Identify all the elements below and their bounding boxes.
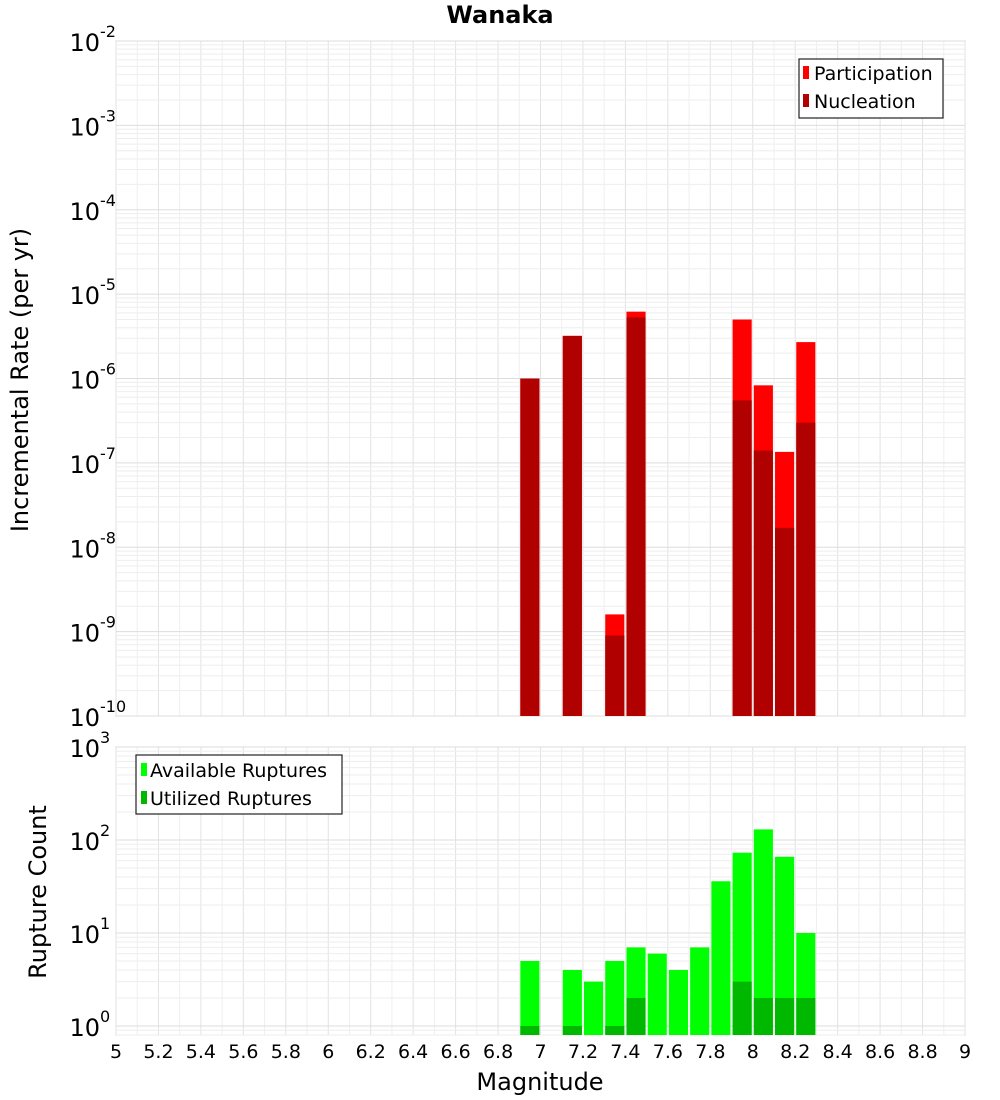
legend-label-nucleation: Nucleation: [814, 91, 916, 113]
x-tick-label: 8.2: [780, 1041, 810, 1063]
x-tick-label: 8.8: [907, 1041, 937, 1063]
rate-y-tick-base: 10: [69, 29, 100, 57]
x-tick-label: 9: [959, 1041, 971, 1063]
x-axis-label: Magnitude: [476, 1068, 603, 1096]
count-bar-utilized-ruptures: [562, 1025, 582, 1035]
count-bar-available-ruptures: [690, 947, 710, 1035]
x-tick-label: 5.4: [186, 1041, 216, 1063]
rate-panel: 10-210-310-410-510-610-710-810-910-10 In…: [6, 22, 966, 732]
rate-bar-nucleation: [605, 635, 625, 716]
rate-y-tick-base: 10: [69, 198, 100, 226]
rate-bar-nucleation: [732, 400, 752, 716]
count-bar-available-ruptures: [711, 881, 731, 1035]
rate-bar-nucleation: [775, 527, 795, 716]
x-tick-label: 7.2: [568, 1041, 598, 1063]
rate-y-tick-exponent: -5: [100, 275, 116, 294]
count-y-axis-label: Rupture Count: [24, 805, 52, 979]
rate-y-tick-exponent: -3: [100, 106, 116, 125]
count-bar-available-ruptures: [584, 981, 604, 1035]
count-bar-utilized-ruptures: [775, 997, 795, 1035]
legend-swatch-available: [141, 763, 147, 776]
x-tick-label: 5.2: [143, 1041, 173, 1063]
count-bar-available-ruptures: [775, 856, 795, 1035]
x-tick-label: 7.8: [695, 1041, 725, 1063]
count-bar-utilized-ruptures: [605, 1025, 625, 1035]
count-y-tick-exponent: 3: [100, 728, 110, 747]
x-tick-label: 6.4: [398, 1041, 428, 1063]
rate-y-tick-base: 10: [69, 113, 100, 141]
x-tick-label: 6.8: [483, 1041, 513, 1063]
rate-y-tick-exponent: -9: [100, 613, 116, 632]
legend-swatch-utilized: [141, 791, 147, 804]
x-tick-label: 7.6: [653, 1041, 683, 1063]
x-tick-label: 6.6: [440, 1041, 470, 1063]
x-tick-label: 6.2: [356, 1041, 386, 1063]
count-grid: [115, 746, 966, 1036]
rate-bars: [520, 311, 816, 716]
count-bar-available-ruptures: [520, 960, 540, 1035]
rate-legend: Participation Nucleation: [798, 58, 944, 119]
x-tick-label: 5: [110, 1041, 122, 1063]
count-legend: Available Ruptures Utilized Ruptures: [135, 754, 343, 815]
rate-y-tick-base: 10: [69, 535, 100, 563]
x-tick-label: 8.4: [823, 1041, 853, 1063]
rate-bar-nucleation: [796, 422, 816, 716]
legend-swatch-participation: [803, 66, 809, 79]
count-y-tick-exponent: 2: [100, 821, 110, 840]
count-bar-utilized-ruptures: [626, 997, 646, 1035]
count-bar-available-ruptures: [753, 829, 773, 1035]
legend-label-participation: Participation: [814, 63, 933, 85]
count-y-tick-base: 10: [69, 1014, 100, 1042]
count-y-tick-base: 10: [69, 921, 100, 949]
count-legend-box: [135, 754, 343, 815]
count-bar-available-ruptures: [605, 960, 625, 1035]
count-y-tick-base: 10: [69, 828, 100, 856]
rate-y-axis-label: Incremental Rate (per yr): [6, 228, 34, 532]
rate-legend-box: [798, 58, 944, 119]
x-tick-label: 5.6: [228, 1041, 258, 1063]
rate-y-tick-exponent: -10: [100, 697, 126, 716]
count-bar-utilized-ruptures: [520, 1025, 540, 1035]
count-y-tick-exponent: 0: [100, 1007, 110, 1026]
chart-title: Wanaka: [446, 1, 553, 29]
rate-y-tick-exponent: -8: [100, 528, 116, 547]
rate-y-tick-exponent: -7: [100, 444, 116, 463]
rate-bar-nucleation: [626, 317, 646, 716]
x-tick-label: 7.4: [610, 1041, 640, 1063]
rate-grid: [115, 40, 966, 717]
count-bar-utilized-ruptures: [732, 981, 752, 1035]
count-bar-available-ruptures: [668, 969, 689, 1035]
count-bars: [520, 829, 816, 1035]
rate-bar-nucleation: [520, 378, 540, 716]
rate-y-tick-base: 10: [69, 367, 100, 395]
rate-y-tick-base: 10: [69, 704, 100, 732]
rate-y-tick-exponent: -2: [100, 22, 116, 41]
x-tick-label: 7: [534, 1041, 546, 1063]
rate-y-tick-exponent: -4: [100, 191, 116, 210]
rate-bar-nucleation: [753, 450, 773, 716]
rate-y-tick-base: 10: [69, 282, 100, 310]
legend-label-utilized: Utilized Ruptures: [150, 788, 312, 810]
x-tick-labels: 5 5.2 5.4 5.6 5.8 6 6.2 6.4 6.6 6.8 7 7.2 7.4 7.6 7.8 8…: [110, 1041, 971, 1063]
x-tick-label: 8.6: [865, 1041, 895, 1063]
rate-bar-nucleation: [562, 335, 582, 716]
rate-y-tick-exponent: -6: [100, 360, 116, 379]
rate-y-tick-base: 10: [69, 620, 100, 648]
count-bar-available-ruptures: [647, 953, 667, 1035]
x-tick-label: 5.8: [271, 1041, 301, 1063]
legend-swatch-nucleation: [803, 94, 809, 107]
rate-y-tick-labels: 10-210-310-410-510-610-710-810-910-10: [69, 22, 126, 732]
count-y-tick-base: 10: [69, 735, 100, 763]
count-y-tick-exponent: 1: [100, 914, 110, 933]
x-tick-label: 6: [322, 1041, 334, 1063]
count-bar-available-ruptures: [562, 969, 582, 1035]
rate-y-tick-base: 10: [69, 451, 100, 479]
legend-label-available: Available Ruptures: [150, 760, 327, 782]
count-bar-utilized-ruptures: [753, 997, 773, 1035]
x-tick-label: 8: [747, 1041, 759, 1063]
count-bar-utilized-ruptures: [796, 997, 816, 1035]
